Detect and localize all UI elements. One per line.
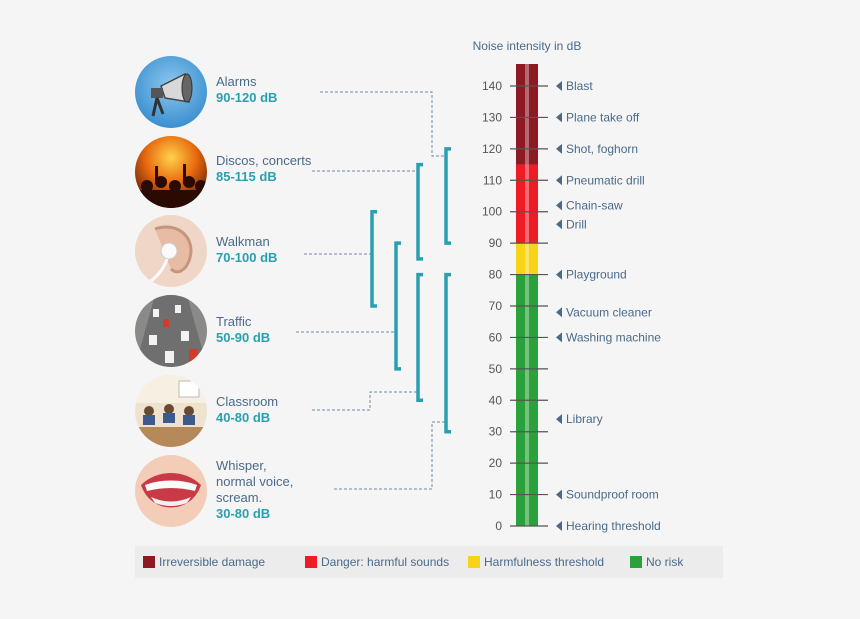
mouth-icon: [135, 455, 207, 527]
range-bracket-3: [394, 241, 401, 371]
range-bracket-2: [370, 209, 377, 308]
source-range-alarms: 90-120 dB: [216, 90, 278, 105]
scale-tick-label-90: 90: [489, 236, 503, 250]
marker-label-1: Plane take off: [566, 110, 640, 124]
scale-band-1: [516, 243, 538, 275]
marker-arrow-icon: [556, 269, 562, 280]
marker-label-7: Vacuum cleaner: [566, 305, 652, 319]
marker-label-3: Pneumatic drill: [566, 173, 645, 187]
scale-tick-label-0: 0: [495, 519, 502, 533]
source-range-whisper: 30-80 dB: [216, 506, 271, 521]
marker-label-9: Library: [566, 412, 603, 426]
legend-swatch-danger: [305, 556, 317, 568]
source-name-classroom: Classroom: [216, 394, 279, 409]
scale-tick-label-120: 120: [482, 142, 502, 156]
marker-label-6: Playground: [566, 268, 627, 282]
scale-tick-label-30: 30: [489, 425, 503, 439]
marker-arrow-icon: [556, 175, 562, 186]
source-range-discos: 85-115 dB: [216, 169, 277, 184]
marker-label-11: Hearing threshold: [566, 519, 661, 533]
source-range-traffic: 50-90 dB: [216, 330, 271, 345]
source-name-walkman: Walkman: [216, 234, 270, 249]
connector-classroom: [312, 391, 418, 411]
scale-tick-label-40: 40: [489, 393, 503, 407]
range-bracket-0: [444, 147, 451, 245]
scale-tick-label-110: 110: [483, 173, 502, 187]
marker-label-4: Chain-saw: [566, 198, 623, 212]
source-name-discos: Discos, concerts: [216, 153, 312, 168]
legend-swatch-no-risk: [630, 556, 642, 568]
scale-tick-label-50: 50: [489, 362, 503, 376]
scale-title: Noise intensity in dB: [473, 39, 582, 53]
marker-arrow-icon: [556, 521, 562, 531]
legend-label-no-risk: No risk: [646, 555, 684, 569]
source-name-traffic: Traffic: [216, 314, 252, 329]
marker-label-2: Shot, foghorn: [566, 142, 638, 156]
scale-band-3: [516, 64, 538, 165]
marker-arrow-icon: [556, 489, 562, 500]
scale-tick-label-20: 20: [489, 456, 503, 470]
scale-tick-label-80: 80: [489, 268, 503, 282]
scale-tick-label-130: 130: [482, 110, 502, 124]
classroom-icon: [135, 375, 207, 447]
traffic-icon: [135, 295, 207, 367]
marker-label-8: Washing machine: [566, 330, 661, 344]
range-bracket-5: [444, 272, 451, 434]
scale-tick-label-140: 140: [482, 79, 502, 93]
connector-whisper: [334, 421, 446, 490]
range-bracket-1: [416, 162, 423, 261]
range-bracket-4: [416, 272, 423, 403]
marker-arrow-icon: [556, 143, 562, 154]
marker-arrow-icon: [556, 112, 562, 123]
scale-tick-label-10: 10: [489, 488, 503, 502]
marker-arrow-icon: [556, 81, 562, 91]
scale-tick-label-70: 70: [489, 299, 503, 313]
marker-arrow-icon: [556, 219, 562, 230]
legend-swatch-threshold: [468, 556, 480, 568]
marker-label-5: Drill: [566, 217, 587, 231]
legend-label-danger: Danger: harmful sounds: [321, 555, 450, 569]
legend: Irreversible damage Danger: harmful soun…: [135, 546, 723, 578]
source-name-whisper: Whisper, normal voice, scream.: [216, 458, 294, 505]
marker-arrow-icon: [556, 307, 562, 318]
scale-center-stripe: [525, 64, 529, 528]
source-name-alarms: Alarms: [216, 74, 257, 89]
legend-label-threshold: Harmfulness threshold: [484, 555, 605, 569]
marker-arrow-icon: [556, 332, 562, 343]
scale-tick-label-60: 60: [489, 330, 503, 344]
concert-crowd-icon: [135, 136, 207, 208]
marker-arrow-icon: [556, 414, 562, 425]
alarm-siren-icon: [135, 56, 207, 128]
legend-label-irreversible: Irreversible damage: [159, 555, 266, 569]
source-range-classroom: 40-80 dB: [216, 410, 271, 425]
legend-swatch-irreversible: [143, 556, 155, 568]
earphone-icon: [135, 215, 207, 287]
scale-tick-label-100: 100: [482, 205, 502, 219]
source-range-walkman: 70-100 dB: [216, 250, 278, 265]
marker-arrow-icon: [556, 200, 562, 211]
marker-label-10: Soundproof room: [566, 488, 659, 502]
marker-label-0: Blast: [566, 79, 593, 93]
connector-alarms: [320, 91, 446, 157]
scale-band-2: [516, 164, 538, 244]
